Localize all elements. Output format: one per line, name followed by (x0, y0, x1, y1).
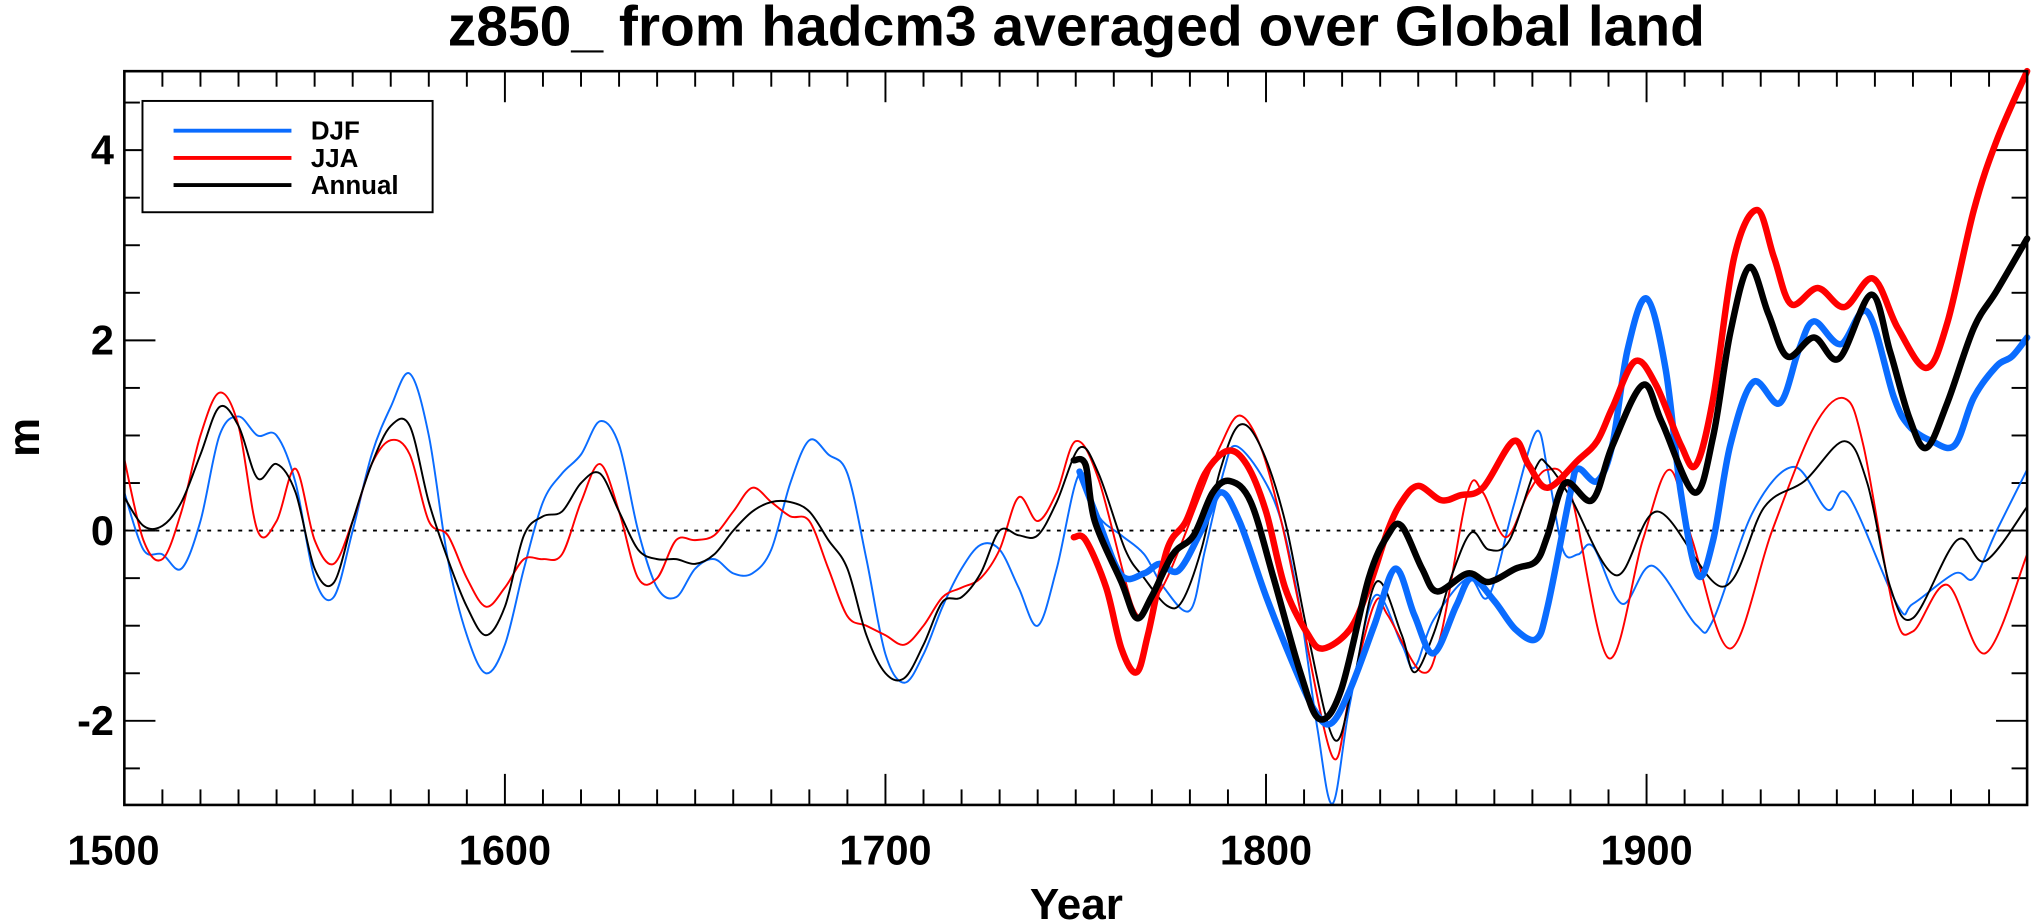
x-tick-label: 1500 (67, 826, 159, 873)
series-group (123, 67, 2031, 805)
y-axis-label: m (0, 418, 49, 457)
chart-title: z850_ from hadcm3 averaged over Global l… (448, 0, 1705, 58)
series-line-annual-thin (123, 404, 2029, 742)
plot-frame (123, 69, 2029, 807)
x-tick-label: 1600 (459, 826, 551, 873)
y-tick-labels: -2 0 2 4 (77, 126, 114, 744)
series-line-annual-thick (1070, 235, 2031, 723)
y-tick-label: -2 (77, 697, 114, 744)
series-line-djf-thin (123, 372, 2029, 805)
x-tick-label: 1900 (1600, 826, 1692, 873)
series-line-jja-thin (123, 391, 2029, 761)
axis-ticks (124, 71, 2028, 805)
legend: DJF JJA Annual (141, 99, 434, 214)
legend-label-jja: JJA (311, 145, 358, 173)
x-tick-labels: 1500 1600 1700 1800 1900 (67, 826, 1692, 873)
series-line-djf-thick (1076, 295, 2031, 728)
series-line-jja-thick (1070, 67, 2031, 676)
x-tick-label: 1800 (1220, 826, 1312, 873)
y-tick-label: 2 (91, 317, 114, 364)
x-tick-label: 1700 (839, 826, 931, 873)
legend-label-djf: DJF (311, 118, 360, 146)
legend-label-annual: Annual (311, 172, 399, 200)
y-tick-label: 0 (91, 507, 114, 554)
x-axis-label: Year (1030, 880, 1123, 924)
y-tick-label: 4 (91, 126, 114, 173)
